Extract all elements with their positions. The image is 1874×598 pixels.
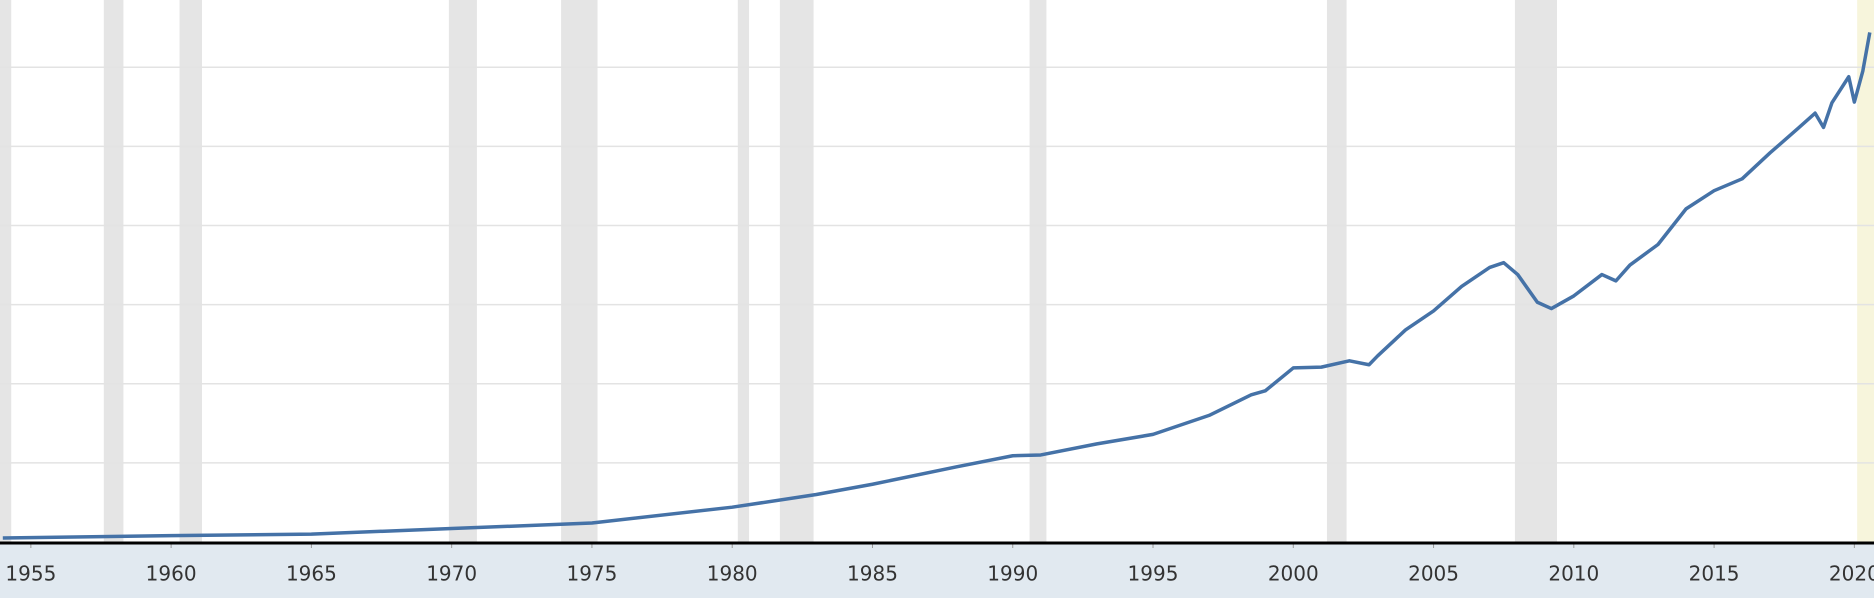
x-tick-label: 2005 bbox=[1408, 562, 1459, 586]
recession-band bbox=[779, 0, 814, 542]
recession-band bbox=[737, 0, 750, 542]
x-tick-label: 1980 bbox=[707, 562, 758, 586]
x-tick-label: 1990 bbox=[987, 562, 1038, 586]
x-tick-label: 1985 bbox=[847, 562, 898, 586]
x-tick-label: 1955 bbox=[5, 562, 56, 586]
highlight-band bbox=[1857, 0, 1874, 542]
recession-band bbox=[0, 0, 12, 542]
recession-band bbox=[561, 0, 598, 542]
x-tick-label: 2020 bbox=[1829, 562, 1874, 586]
x-tick-label: 1960 bbox=[146, 562, 197, 586]
x-tick-label: 1975 bbox=[566, 562, 617, 586]
x-tick-label: 2015 bbox=[1689, 562, 1740, 586]
x-axis-band bbox=[0, 544, 1874, 598]
x-tick-label: 1995 bbox=[1128, 562, 1179, 586]
x-tick-label: 1970 bbox=[426, 562, 477, 586]
recession-band bbox=[1029, 0, 1047, 542]
x-tick-label: 2000 bbox=[1268, 562, 1319, 586]
recession-band bbox=[179, 0, 202, 542]
data-line bbox=[2, 32, 1872, 540]
recession-band bbox=[1514, 0, 1557, 542]
recession-band bbox=[448, 0, 477, 542]
x-tick-label: 2010 bbox=[1548, 562, 1599, 586]
recession-band bbox=[103, 0, 124, 542]
x-tick-label: 1965 bbox=[286, 562, 337, 586]
recession-band bbox=[1326, 0, 1347, 542]
